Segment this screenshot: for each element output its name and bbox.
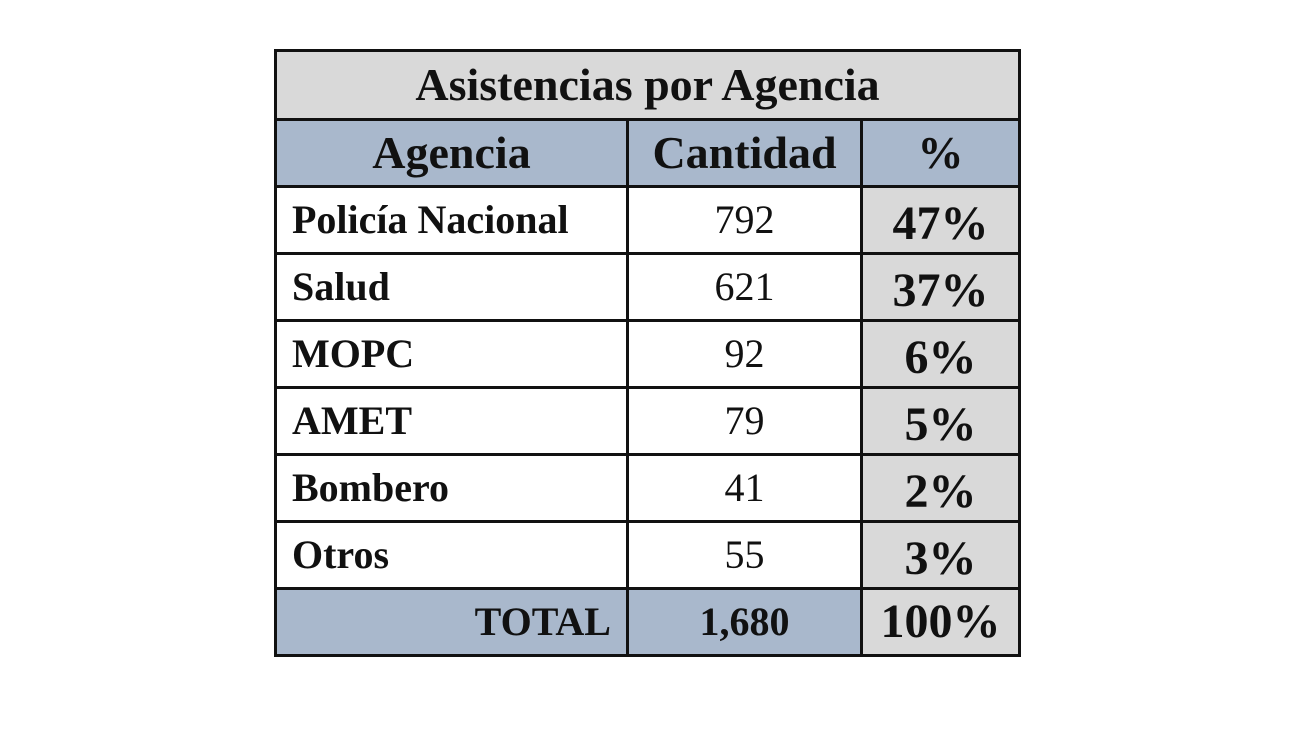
agency-quantity: 92 bbox=[626, 319, 863, 389]
agency-assistance-table: Asistencias por Agencia Agencia Cantidad… bbox=[273, 49, 1022, 657]
agency-quantity: 79 bbox=[626, 386, 863, 456]
table-row: Salud 621 37% bbox=[274, 252, 1022, 322]
agency-name: Otros bbox=[274, 520, 629, 590]
table-title: Asistencias por Agencia bbox=[273, 49, 1022, 121]
agency-name: AMET bbox=[274, 386, 629, 456]
table-row: MOPC 92 6% bbox=[274, 319, 1022, 389]
header-agency: Agencia bbox=[274, 118, 629, 188]
agency-percent: 6% bbox=[859, 319, 1022, 389]
agency-name: Bombero bbox=[274, 453, 629, 523]
agency-name: MOPC bbox=[274, 319, 629, 389]
agency-quantity: 55 bbox=[626, 520, 863, 590]
total-label: TOTAL bbox=[274, 587, 629, 657]
table-row: Policía Nacional 792 47% bbox=[274, 185, 1022, 255]
table-row: Otros 55 3% bbox=[274, 520, 1022, 590]
agency-percent: 5% bbox=[859, 386, 1022, 456]
agency-assistance-table-container: Asistencias por Agencia Agencia Cantidad… bbox=[273, 49, 1022, 657]
agency-percent: 47% bbox=[859, 185, 1022, 255]
header-row: Agencia Cantidad % bbox=[274, 118, 1022, 188]
agency-quantity: 621 bbox=[626, 252, 863, 322]
total-row: TOTAL 1,680 100% bbox=[274, 587, 1022, 657]
agency-percent: 3% bbox=[859, 520, 1022, 590]
table-row: AMET 79 5% bbox=[274, 386, 1022, 456]
total-percent: 100% bbox=[859, 587, 1022, 657]
agency-quantity: 792 bbox=[626, 185, 863, 255]
title-row: Asistencias por Agencia bbox=[273, 49, 1022, 121]
table-row: Bombero 41 2% bbox=[274, 453, 1022, 523]
agency-name: Salud bbox=[274, 252, 629, 322]
header-percent: % bbox=[859, 118, 1022, 188]
agency-percent: 37% bbox=[859, 252, 1022, 322]
header-quantity: Cantidad bbox=[626, 118, 863, 188]
agency-quantity: 41 bbox=[626, 453, 863, 523]
agency-name: Policía Nacional bbox=[274, 185, 629, 255]
agency-percent: 2% bbox=[859, 453, 1022, 523]
total-quantity: 1,680 bbox=[626, 587, 863, 657]
